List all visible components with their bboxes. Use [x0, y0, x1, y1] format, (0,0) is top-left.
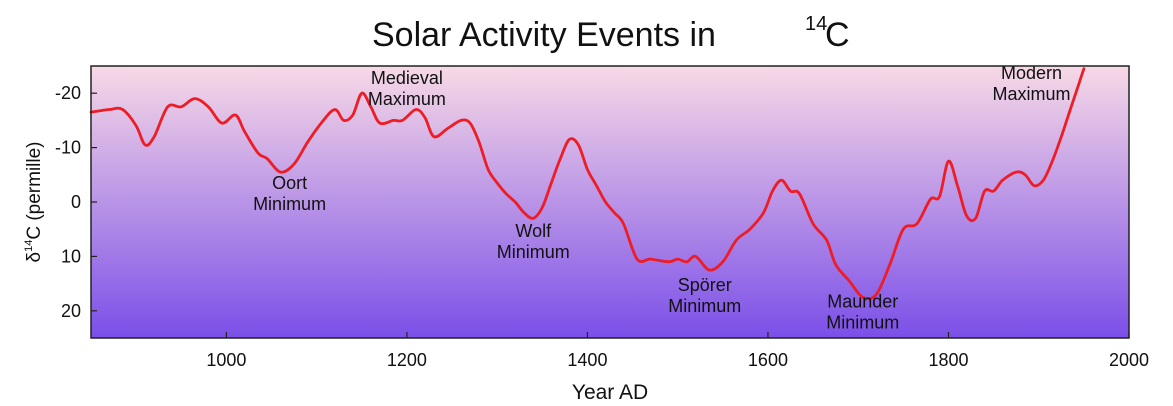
x-tick-label: 1000 [206, 350, 246, 370]
chart-title-element: C [825, 16, 850, 54]
event-annotation: Maunder Minimum [826, 292, 899, 333]
y-tick-label: -10 [55, 138, 81, 158]
x-tick-label: 1600 [748, 350, 788, 370]
chart-title: Solar Activity Events in [372, 16, 716, 54]
event-annotation: Oort Minimum [253, 173, 326, 214]
event-annotation: Wolf Minimum [497, 221, 570, 262]
event-annotation: Modern Maximum [993, 63, 1071, 104]
x-tick-label: 1800 [928, 350, 968, 370]
plot-area [91, 66, 1129, 338]
y-tick-label: 0 [71, 192, 81, 212]
y-tick-label: 10 [61, 246, 81, 266]
y-tick-label: 20 [61, 301, 81, 321]
y-axis-label-prefix: δ [24, 252, 45, 263]
x-tick-label: 1200 [387, 350, 427, 370]
chart-title-isotope-superscript: 14 [805, 13, 827, 35]
svg-text:δ14C (permille): δ14C (permille) [23, 141, 45, 262]
y-tick-label: -20 [55, 83, 81, 103]
x-tick-label: 2000 [1109, 350, 1149, 370]
y-axis-label-superscript: 14 [23, 240, 35, 252]
y-axis-label: δ14C (permille) [23, 141, 45, 262]
event-annotation: Spörer Minimum [668, 275, 741, 316]
x-tick-label: 1400 [567, 350, 607, 370]
y-axis-label-suffix: C (permille) [24, 141, 45, 239]
event-annotation: Medieval Maximum [368, 68, 446, 109]
delta14c-series-line [89, 67, 1086, 301]
annotations-layer: Oort Minimum Medieval Maximum Wolf Minimum Spö… [253, 63, 1070, 332]
x-axis-label: Year AD [572, 381, 648, 404]
ticks-layer: 1000 1200 1400 1600 1800 2000 -20 -10 0 10 20 [55, 83, 1149, 370]
